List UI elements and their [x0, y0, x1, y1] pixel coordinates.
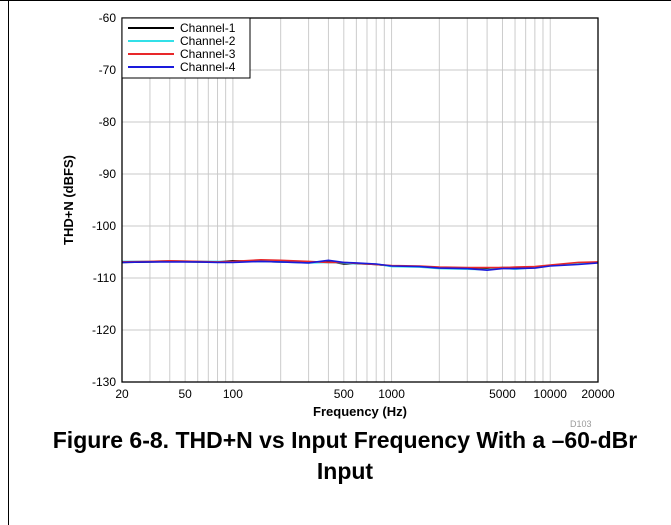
- legend-label: Channel-4: [180, 60, 236, 74]
- frame-top-border: [0, 0, 671, 1]
- y-tick-label: -90: [99, 167, 117, 181]
- series-line-channel-4: [121, 259, 599, 272]
- y-tick-label: -70: [99, 63, 117, 77]
- y-tick-label: -110: [93, 271, 116, 285]
- x-tick-label: 1000: [378, 387, 405, 401]
- plot-background: [122, 18, 598, 382]
- y-tick-label: -60: [99, 11, 117, 25]
- x-tick-label: 50: [178, 387, 192, 401]
- figure-caption: Figure 6-8. THD+N vs Input Frequency Wit…: [52, 427, 638, 484]
- x-tick-label: 500: [334, 387, 354, 401]
- x-tick-label: 10000: [534, 387, 568, 401]
- y-tick-labels: -60 -70 -80 -90 -100 -110 -120 -130: [92, 11, 116, 389]
- plot-id: D103: [570, 419, 592, 429]
- x-tick-labels: 20 50 100 500 1000 5000 10000 20000: [115, 387, 615, 401]
- legend-label: Channel-1: [180, 21, 236, 35]
- y-tick-label: -80: [99, 115, 117, 129]
- legend-label: Channel-3: [180, 47, 236, 61]
- series-lines: [121, 258, 599, 272]
- y-tick-label: -100: [92, 219, 116, 233]
- y-tick-label: -130: [92, 375, 116, 389]
- y-tick-label: -120: [92, 323, 116, 337]
- x-axis-label: Frequency (Hz): [313, 404, 407, 419]
- minor-gridlines: [149, 18, 551, 382]
- x-tick-label: 20000: [581, 387, 615, 401]
- y-axis-label: THD+N (dBFS): [61, 155, 76, 245]
- x-tick-label: 20: [115, 387, 129, 401]
- legend-label: Channel-2: [180, 34, 236, 48]
- x-tick-label: 5000: [489, 387, 516, 401]
- frame-left-border: [8, 0, 9, 525]
- plot-frame: [121, 17, 599, 383]
- thdn-chart: -60 -70 -80 -90 -100 -110 -120 -130 20 50 100 500 1…: [61, 11, 615, 419]
- x-tick-label: 100: [223, 387, 243, 401]
